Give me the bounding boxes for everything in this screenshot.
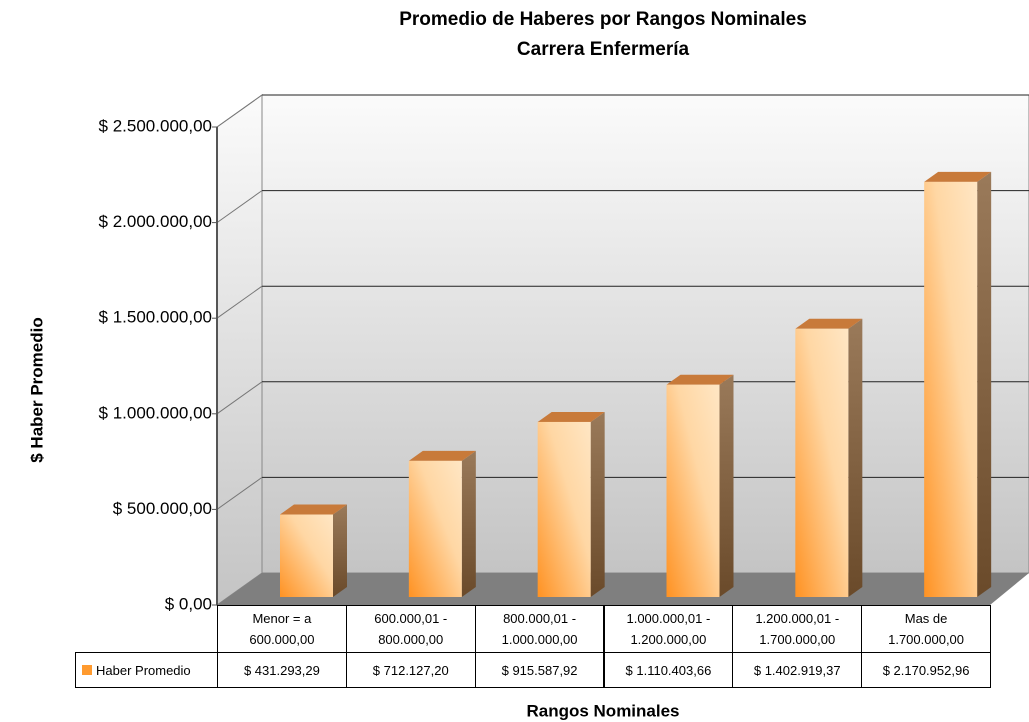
category-cell: 1.000.000,01 - 1.200.000,00 [603, 605, 734, 653]
bar-top [537, 411, 605, 422]
category-cell-text: Mas de 1.700.000,00 [888, 611, 965, 647]
bar-top [408, 450, 476, 461]
bar-side [719, 374, 734, 597]
bar-side [590, 411, 605, 597]
y-tick-label: $ 2.000.000,00 [99, 212, 212, 231]
bar-top [795, 318, 863, 329]
y-tick-label: $ 2.500.000,00 [99, 116, 212, 135]
bar-top [280, 504, 347, 515]
category-cell-text: 800.000,01 - 1.000.000,00 [501, 611, 578, 647]
value-cell-text: $ 1.110.403,66 [625, 662, 712, 678]
x-axis-title: Rangos Nominales [526, 701, 679, 720]
back-wall [261, 94, 1029, 574]
value-cell-text: $ 431.293,29 [243, 662, 320, 678]
value-cell: $ 1.402.919,37 [732, 652, 863, 688]
value-cell-text: $ 2.170.952,96 [882, 662, 970, 678]
bar [408, 460, 462, 597]
y-tick-label: $ 1.000.000,00 [99, 403, 212, 422]
category-cell-text: Menor = a 600.000,00 [249, 611, 315, 647]
y-tick-label: $ 500.000,00 [113, 499, 212, 518]
value-cell-text: $ 712.127,20 [372, 662, 449, 678]
category-cell-text: 1.200.000,01 - 1.700.000,00 [755, 611, 840, 647]
value-cell: $ 915.587,92 [474, 652, 605, 688]
bar [537, 421, 591, 597]
value-cell-text: $ 915.587,92 [501, 662, 578, 678]
grid-line [216, 190, 263, 224]
grid-line [216, 381, 263, 415]
legend-cell: Haber Promedio [75, 652, 218, 688]
bar-side [848, 318, 863, 597]
grid-line [216, 285, 263, 319]
y-axis-title: $ Haber Promedio [27, 317, 46, 463]
bar-top [924, 171, 992, 182]
bar-side [461, 450, 476, 597]
bar-side [977, 171, 992, 597]
legend-label: Haber Promedio [96, 662, 191, 678]
grid-line [216, 476, 263, 510]
chart-subtitle: Carrera Enfermería [517, 39, 690, 60]
value-cell: $ 431.293,29 [217, 652, 347, 688]
category-cell: Mas de 1.700.000,00 [861, 605, 991, 653]
value-cell: $ 2.170.952,96 [861, 652, 991, 688]
bar-side [333, 504, 347, 597]
bar [924, 181, 978, 597]
category-cell-text: 600.000,01 - 800.000,00 [374, 611, 448, 647]
bar [666, 384, 720, 597]
bar [280, 514, 333, 597]
bar-top [666, 374, 734, 385]
grid-line [216, 94, 263, 128]
legend-swatch [82, 665, 92, 675]
category-cell: Menor = a 600.000,00 [217, 605, 347, 653]
y-tick-label: $ 1.500.000,00 [99, 308, 212, 327]
category-cell: 1.200.000,01 - 1.700.000,00 [732, 605, 863, 653]
category-cell: 800.000,01 - 1.000.000,00 [474, 605, 605, 653]
value-cell-text: $ 1.402.919,37 [753, 662, 841, 678]
side-wall [216, 94, 263, 606]
category-cell-text: 1.000.000,01 - 1.200.000,00 [626, 611, 711, 647]
bar [795, 328, 849, 597]
value-cell: $ 1.110.403,66 [603, 652, 734, 688]
value-cell: $ 712.127,20 [345, 652, 476, 688]
category-cell: 600.000,01 - 800.000,00 [345, 605, 476, 653]
y-tick-label: $ 0,00 [165, 594, 212, 613]
chart-title: Promedio de Haberes por Rangos Nominales [399, 9, 807, 30]
